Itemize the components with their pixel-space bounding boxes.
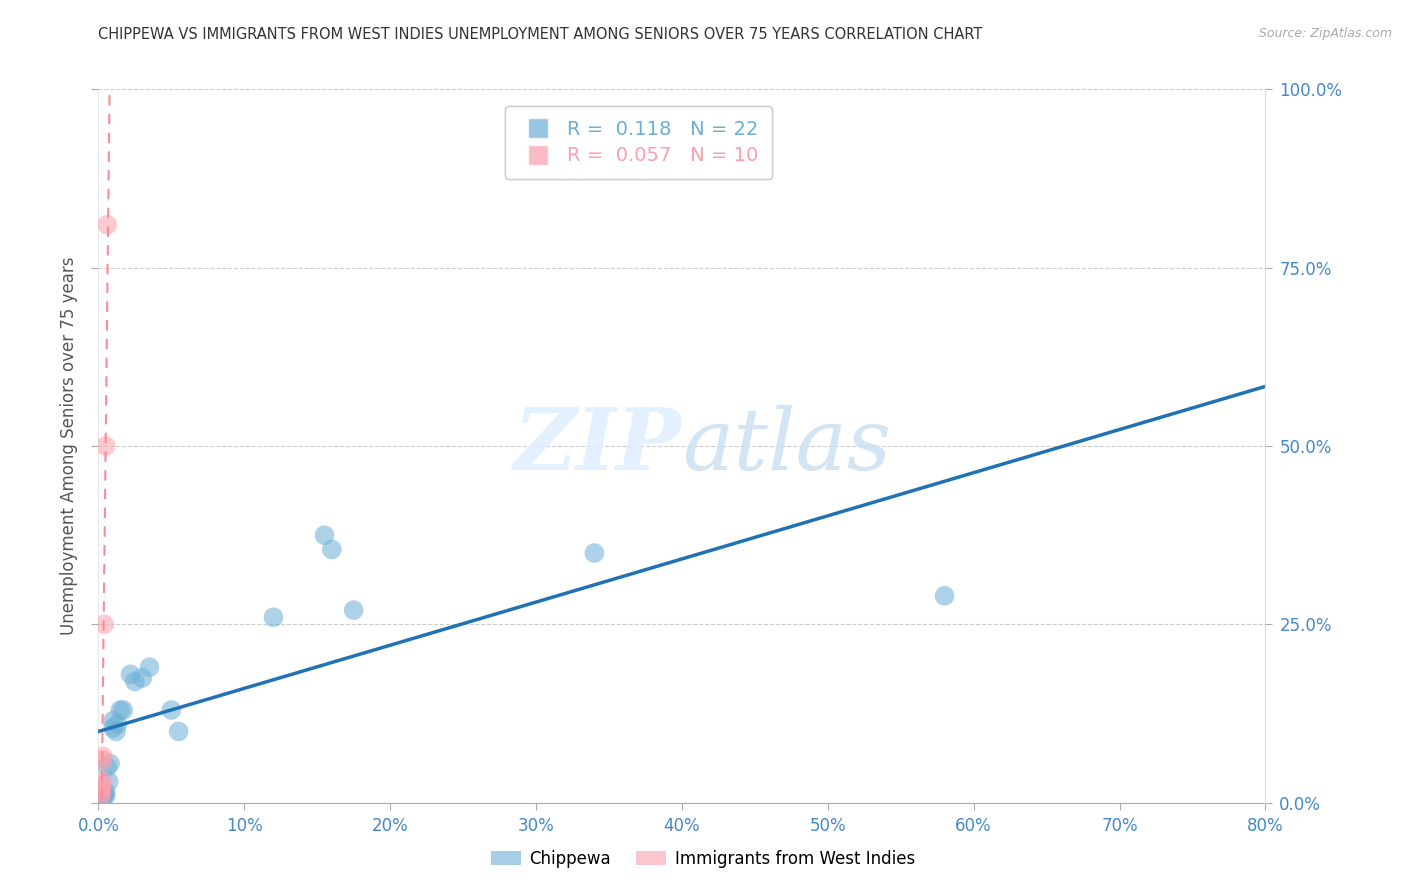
- Text: ZIP: ZIP: [515, 404, 682, 488]
- Point: [314, 528, 336, 542]
- Point: [343, 603, 366, 617]
- Point: [90, 785, 112, 799]
- Point: [124, 674, 146, 689]
- Point: [91, 749, 114, 764]
- Point: [94, 789, 117, 803]
- Point: [93, 789, 115, 803]
- Text: CHIPPEWA VS IMMIGRANTS FROM WEST INDIES UNEMPLOYMENT AMONG SENIORS OVER 75 YEARS: CHIPPEWA VS IMMIGRANTS FROM WEST INDIES …: [98, 27, 983, 42]
- Point: [101, 714, 124, 728]
- Point: [138, 660, 160, 674]
- Point: [91, 774, 114, 789]
- Point: [934, 589, 956, 603]
- Point: [96, 218, 118, 232]
- Point: [94, 439, 117, 453]
- Point: [90, 778, 112, 792]
- Point: [91, 753, 114, 767]
- Point: [160, 703, 183, 717]
- Text: atlas: atlas: [682, 405, 891, 487]
- Point: [94, 785, 117, 799]
- Text: Source: ZipAtlas.com: Source: ZipAtlas.com: [1258, 27, 1392, 40]
- Point: [167, 724, 190, 739]
- Y-axis label: Unemployment Among Seniors over 75 years: Unemployment Among Seniors over 75 years: [59, 257, 77, 635]
- Point: [583, 546, 606, 560]
- Point: [91, 789, 114, 803]
- Point: [101, 721, 124, 735]
- Point: [112, 703, 135, 717]
- Point: [91, 789, 114, 803]
- Point: [90, 781, 112, 796]
- Point: [104, 724, 127, 739]
- Point: [93, 617, 115, 632]
- Point: [120, 667, 142, 681]
- Point: [105, 717, 128, 731]
- Legend: Chippewa, Immigrants from West Indies: Chippewa, Immigrants from West Indies: [485, 844, 921, 875]
- Point: [96, 760, 118, 774]
- Point: [97, 774, 120, 789]
- Legend: R =  0.118   N = 22, R =  0.057   N = 10: R = 0.118 N = 22, R = 0.057 N = 10: [505, 106, 772, 179]
- Point: [262, 610, 284, 624]
- Point: [98, 756, 121, 771]
- Point: [321, 542, 343, 557]
- Point: [110, 703, 132, 717]
- Point: [131, 671, 153, 685]
- Point: [90, 789, 112, 803]
